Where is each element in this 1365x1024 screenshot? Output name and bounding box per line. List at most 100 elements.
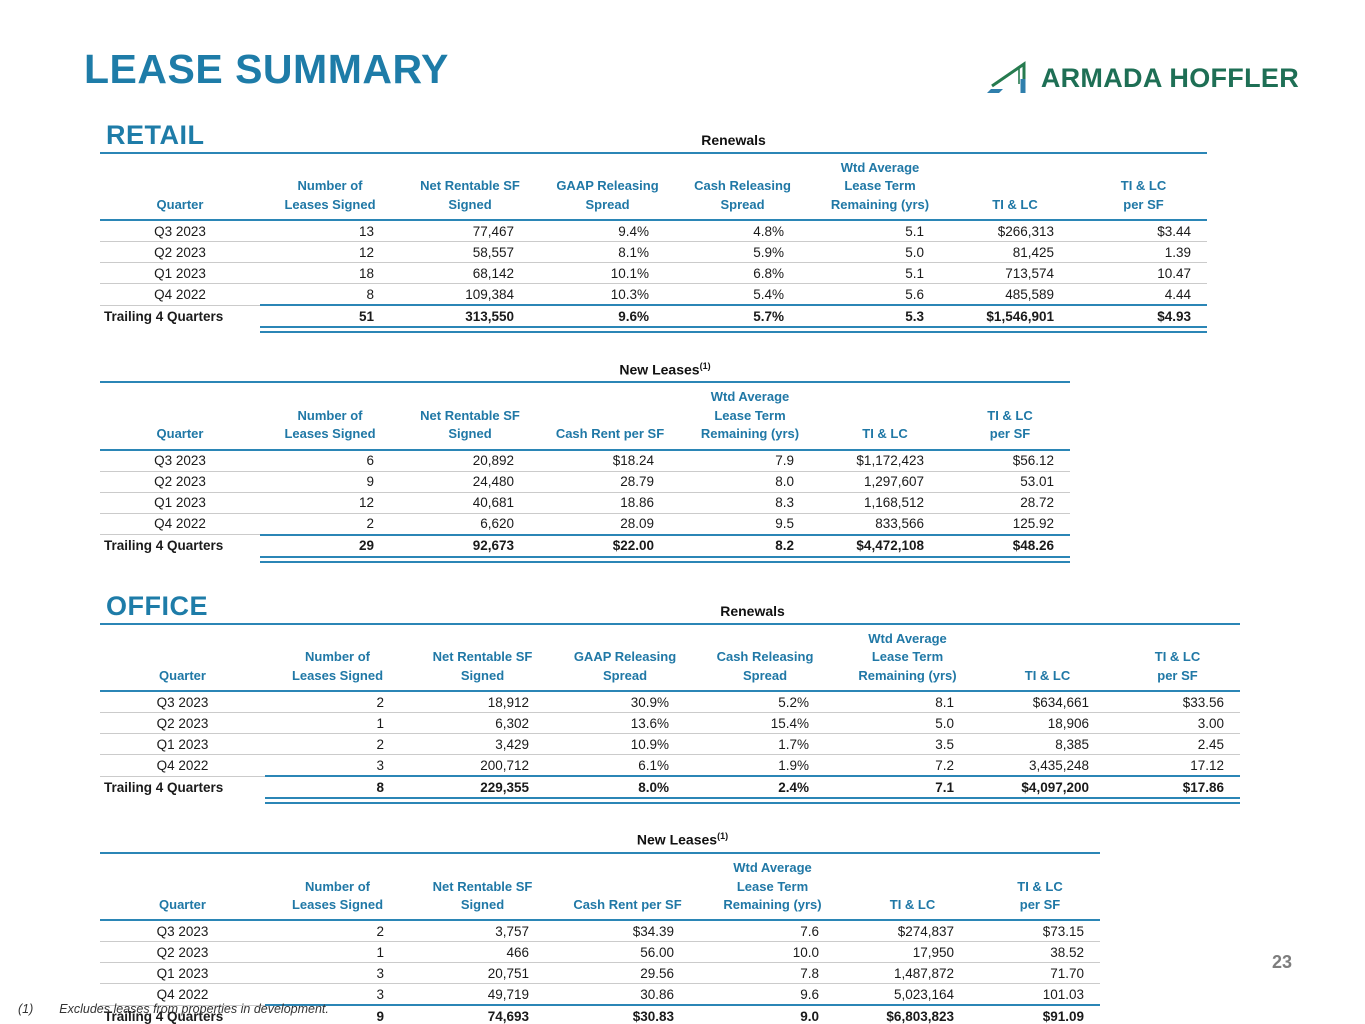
- table-row: Q1 2023 18 68,142 10.1% 6.8% 5.1 713,574 10.47: [100, 262, 1207, 285]
- table-title-text: Renewals: [701, 132, 766, 148]
- total-value-cell: 313,550: [400, 304, 540, 329]
- quarter-cell: Q3 2023: [100, 691, 265, 714]
- value-cell: 833,566: [820, 513, 950, 536]
- quarter-cell: Q4 2022: [100, 283, 260, 306]
- total-value-cell: $4,472,108: [820, 533, 950, 558]
- value-cell: 5.0: [835, 712, 980, 735]
- quarter-cell: Q3 2023: [100, 920, 265, 943]
- total-value-cell: $91.09: [980, 1004, 1100, 1024]
- value-cell: $33.56: [1115, 691, 1240, 714]
- column-header: Wtd Average Lease Term Remaining (yrs): [835, 624, 980, 693]
- table-row: Q2 2023 12 58,557 8.1% 5.9% 5.0 81,425 1.39: [100, 241, 1207, 264]
- value-cell: 485,589: [950, 283, 1080, 306]
- data-table: Quarter Number of Leases Signed Net Rentab…: [100, 854, 1100, 1024]
- table-row: Q4 2022 3 200,712 6.1% 1.9% 7.2 3,435,248 17.12: [100, 754, 1240, 777]
- section-retail: RETAIL Renewals Quarter Number of Leases Si…: [100, 116, 1240, 563]
- value-cell: 40,681: [400, 492, 540, 514]
- quarter-cell: Q2 2023: [100, 712, 265, 735]
- total-value-cell: 9: [265, 1004, 410, 1024]
- column-header: Quarter: [100, 383, 260, 451]
- value-cell: 1,487,872: [845, 962, 980, 985]
- value-cell: 2: [265, 920, 410, 943]
- total-label-cell: Trailing 4 Quarters: [104, 538, 224, 554]
- table-head: Quarter Number of Leases Signed Net Rentab…: [100, 854, 1100, 922]
- table-row: Q2 2023 9 24,480 28.79 8.0 1,297,607 53.01: [100, 471, 1070, 493]
- column-header: Number of Leases Signed: [265, 624, 410, 693]
- value-cell: 125.92: [950, 513, 1070, 536]
- total-value-cell: 29: [260, 533, 400, 558]
- value-cell: 18,906: [980, 712, 1115, 735]
- table-title: New Leases(1): [265, 832, 1100, 852]
- total-label-cell: Trailing 4 Quarters: [104, 309, 224, 325]
- column-header: TI & LC per SF: [950, 383, 1070, 451]
- spacer-cell: [100, 557, 260, 562]
- table-row: Q1 2023 12 40,681 18.86 8.3 1,168,512 28.72: [100, 492, 1070, 514]
- value-cell: 3.5: [835, 733, 980, 756]
- value-cell: 5.9%: [675, 241, 810, 264]
- total-value-cell: $4,097,200: [980, 775, 1115, 800]
- value-cell: 6.8%: [675, 262, 810, 285]
- column-header: Wtd Average Lease Term Remaining (yrs): [810, 154, 950, 222]
- value-cell: 1.39: [1080, 241, 1207, 264]
- table-title-text: New Leases: [636, 832, 718, 849]
- value-cell: 3: [265, 962, 410, 985]
- table-row: Q4 2022 2 6,620 28.09 9.5 833,566 125.92: [100, 513, 1070, 536]
- value-cell: 56.00: [555, 941, 700, 964]
- data-table: Quarter Number of Leases Signed Net Rentab…: [100, 383, 1070, 563]
- value-cell: 101.03: [980, 983, 1100, 1006]
- total-label-cell: Trailing 4 Quarters: [104, 1009, 224, 1024]
- column-header: Cash Rent per SF: [540, 383, 680, 451]
- column-header: Quarter: [100, 854, 265, 922]
- value-cell: 3.00: [1115, 712, 1240, 735]
- total-value-cell: $30.83: [555, 1004, 700, 1024]
- table-title: Renewals: [260, 133, 1207, 152]
- value-cell: $56.12: [950, 449, 1070, 472]
- value-cell: 18.86: [540, 492, 680, 514]
- header-row: Quarter Number of Leases Signed Net Rentab…: [100, 154, 1207, 222]
- table-row: Q4 2022 3 49,719 30.86 9.6 5,023,164 101.03: [100, 983, 1100, 1006]
- total-value-cell: 8.0%: [555, 775, 695, 800]
- table-caption-row: New Leases(1): [100, 826, 1100, 855]
- value-cell: $266,313: [950, 220, 1080, 243]
- column-header: TI & LC: [820, 383, 950, 451]
- quarter-cell: Q1 2023: [100, 262, 260, 285]
- value-cell: 18: [260, 262, 400, 285]
- quarter-cell: Q4 2022: [100, 754, 265, 777]
- table-row: Q1 2023 3 20,751 29.56 7.8 1,487,872 71.70: [100, 962, 1100, 985]
- value-cell: 9.6: [700, 983, 845, 1006]
- total-row: Trailing 4 Quarters 9 74,693 $30.83 9.0 $6,80…: [100, 1004, 1100, 1024]
- value-cell: $73.15: [980, 920, 1100, 943]
- double-rule-spacer-row: [100, 556, 1070, 563]
- total-row: Trailing 4 Quarters 51 313,550 9.6% 5.7% 5.3 $…: [100, 304, 1207, 329]
- column-header: Net Rentable SF Signed: [400, 383, 540, 451]
- total-value-cell: 92,673: [400, 533, 540, 558]
- total-value-cell: $1,546,901: [950, 304, 1080, 329]
- data-table: Quarter Number of Leases Signed Net Rentab…: [100, 624, 1240, 805]
- table-title-text: Renewals: [720, 602, 785, 619]
- table-title-text: New Leases: [619, 361, 700, 378]
- page-title: LEASE SUMMARY: [84, 46, 449, 92]
- value-cell: 28.79: [540, 471, 680, 493]
- value-cell: 10.3%: [540, 283, 675, 306]
- value-cell: 3,429: [410, 733, 555, 756]
- total-value-cell: $6,803,823: [845, 1004, 980, 1024]
- quarter-cell: Q1 2023: [100, 962, 265, 985]
- value-cell: 53.01: [950, 471, 1070, 493]
- table-head: Quarter Number of Leases Signed Net Rentab…: [100, 624, 1240, 693]
- value-cell: 1.7%: [695, 733, 835, 756]
- value-cell: 17.12: [1115, 754, 1240, 777]
- table-title: New Leases(1): [260, 361, 1070, 382]
- column-header: Cash Releasing Spread: [695, 624, 835, 693]
- table-title: Renewals: [265, 604, 1240, 623]
- column-header: Net Rentable SF Signed: [410, 624, 555, 693]
- header-row: Quarter Number of Leases Signed Net Rentab…: [100, 383, 1070, 451]
- value-cell: 18,912: [410, 691, 555, 714]
- value-cell: 5.1: [810, 262, 950, 285]
- footnote-marker: (1): [18, 1002, 34, 1016]
- total-value-cell: 8.2: [680, 533, 820, 558]
- table-block: OFFICE Renewals Quarter Number of Leases Si…: [100, 587, 1240, 805]
- value-cell: 6.1%: [555, 754, 695, 777]
- value-cell: 466: [410, 941, 555, 964]
- section-heading: RETAIL: [106, 120, 205, 150]
- value-cell: 3,435,248: [980, 754, 1115, 777]
